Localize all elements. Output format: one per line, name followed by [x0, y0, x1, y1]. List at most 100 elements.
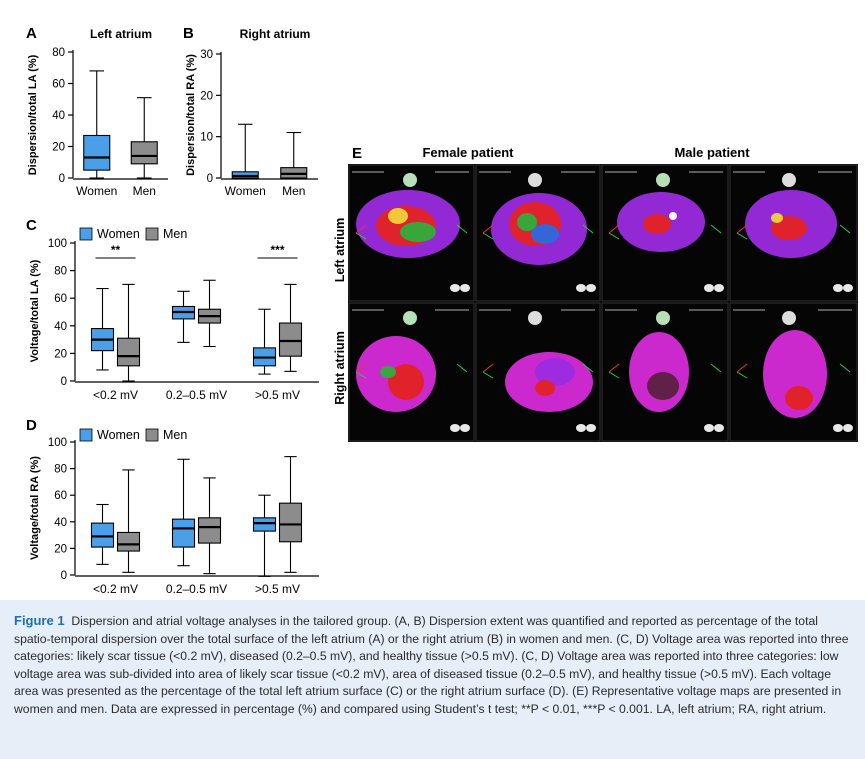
- map-region: [400, 222, 436, 242]
- map-region: [669, 212, 677, 220]
- legend-label-women: Women: [97, 227, 140, 241]
- orientation-head-icon: [782, 173, 796, 187]
- orientation-head-icon: [656, 311, 670, 325]
- orientation-head-icon: [528, 311, 542, 325]
- map-region: [629, 332, 689, 412]
- iqr-box: [90, 522, 115, 548]
- body-orientation-icon: [576, 284, 586, 292]
- box-women: [231, 123, 259, 179]
- box-men-0: [116, 283, 141, 382]
- panel-letter: C: [26, 217, 37, 234]
- axis-indicator: [355, 224, 367, 234]
- box-women-0: [90, 287, 115, 371]
- axis-indicator: [482, 363, 494, 373]
- orientation-head-icon: [403, 311, 417, 325]
- iqr-box: [171, 518, 196, 548]
- iqr-box: [83, 134, 111, 171]
- y-tick-label: 20: [200, 90, 213, 102]
- iqr-box: [116, 337, 141, 367]
- voltage-map-right-atrium-1: [348, 302, 475, 442]
- axis-indicator: [736, 371, 748, 379]
- body-orientation-icon: [450, 424, 460, 432]
- legend-label-men: Men: [163, 227, 187, 241]
- map-region: [380, 366, 396, 378]
- axis-indicator: [355, 363, 367, 373]
- iqr-box: [130, 141, 158, 165]
- box-men-1: [197, 477, 222, 575]
- iqr-box: [278, 322, 303, 357]
- axis-indicator: [482, 371, 494, 379]
- axis-indicator: [456, 363, 468, 373]
- figure: A Left atrium Dispersion/total LA (%) 0 20 40…: [0, 0, 865, 600]
- y-tick-label: 80: [52, 47, 65, 59]
- panel-b: B Right atrium Dispersion/total RA (%) 0 10 2…: [183, 25, 318, 198]
- body-orientation-icon: [843, 424, 853, 432]
- voltage-map-left-atrium-3: [601, 164, 729, 302]
- body-orientation-icon: [714, 284, 724, 292]
- significance-marker: ***: [270, 243, 284, 257]
- box-women-0: [90, 503, 115, 565]
- x-tick-label: 0.2–0.5 mV: [166, 582, 227, 596]
- body-orientation-icon: [460, 424, 470, 432]
- y-axis-label: Voltage/total LA (%): [29, 259, 41, 362]
- x-tick-label: Women: [76, 184, 117, 198]
- caption-label: Figure 1: [14, 613, 65, 628]
- y-tick-label: 40: [54, 517, 67, 529]
- map-region: [647, 372, 679, 400]
- y-tick-label: 20: [52, 142, 65, 154]
- y-tick-label: 10: [200, 132, 213, 144]
- orientation-head-icon: [656, 173, 670, 187]
- map-region: [388, 208, 408, 224]
- row-label-left-atrium: Left atrium: [333, 218, 347, 283]
- iqr-box: [252, 517, 277, 532]
- map-region: [643, 214, 671, 234]
- y-tick-label: 60: [54, 490, 67, 502]
- axis-indicator: [355, 371, 367, 379]
- legend-label-men: Men: [163, 428, 187, 442]
- voltage-map-left-atrium-1: [348, 164, 475, 302]
- y-axis-label: Dispersion/total LA (%): [27, 54, 39, 175]
- row-label-right-atrium: Right atrium: [333, 331, 347, 405]
- axis-indicator: [710, 224, 722, 234]
- axis-indicator: [736, 224, 748, 234]
- body-orientation-icon: [586, 424, 596, 432]
- panel-letter: B: [183, 25, 194, 42]
- axis-indicator: [839, 363, 851, 373]
- axis-indicator: [456, 224, 468, 234]
- panel-e-voltage-maps: E Female patient Male patient Left atriu…: [333, 145, 858, 442]
- legend-swatch-women: [79, 227, 93, 241]
- axis-indicator: [582, 363, 594, 373]
- legend: Women Men: [79, 227, 187, 241]
- axis-indicator: [710, 363, 722, 373]
- iqr-box: [278, 502, 303, 543]
- panel-e-label: E: [352, 145, 362, 162]
- iqr-box: [116, 531, 141, 552]
- y-tick-label: 80: [54, 266, 67, 278]
- orientation-head-icon: [528, 173, 542, 187]
- axis-indicator: [482, 224, 494, 234]
- y-tick-label: 100: [48, 238, 67, 250]
- map-region: [388, 364, 424, 400]
- box-women: [83, 70, 111, 179]
- map-region: [771, 213, 783, 223]
- panel-d: D Voltage/total RA (%) 0 20 40 60 80 100 <0.2 mV…: [26, 417, 319, 596]
- body-orientation-icon: [833, 284, 843, 292]
- box-women-2: [252, 494, 277, 577]
- voltage-map-left-atrium-4: [729, 164, 858, 302]
- body-orientation-icon: [576, 424, 586, 432]
- legend-swatch-men: [145, 428, 159, 442]
- body-orientation-icon: [586, 284, 596, 292]
- body-orientation-icon: [714, 424, 724, 432]
- axis-indicator: [582, 224, 594, 234]
- figure-caption: Figure 1 Dispersion and atrial voltage a…: [14, 612, 852, 719]
- map-region: [535, 380, 555, 396]
- voltage-map-right-atrium-4: [729, 302, 858, 442]
- legend-swatch-women: [79, 428, 93, 442]
- map-region: [531, 224, 559, 244]
- panel-c: C Voltage/total LA (%) 0 20 40 60 80 100 <0.2 mV…: [26, 217, 319, 402]
- voltage-map-right-atrium-2: [475, 302, 601, 442]
- legend-label-women: Women: [97, 428, 140, 442]
- voltage-map-left-atrium-2: [475, 164, 601, 302]
- box-men: [130, 97, 158, 179]
